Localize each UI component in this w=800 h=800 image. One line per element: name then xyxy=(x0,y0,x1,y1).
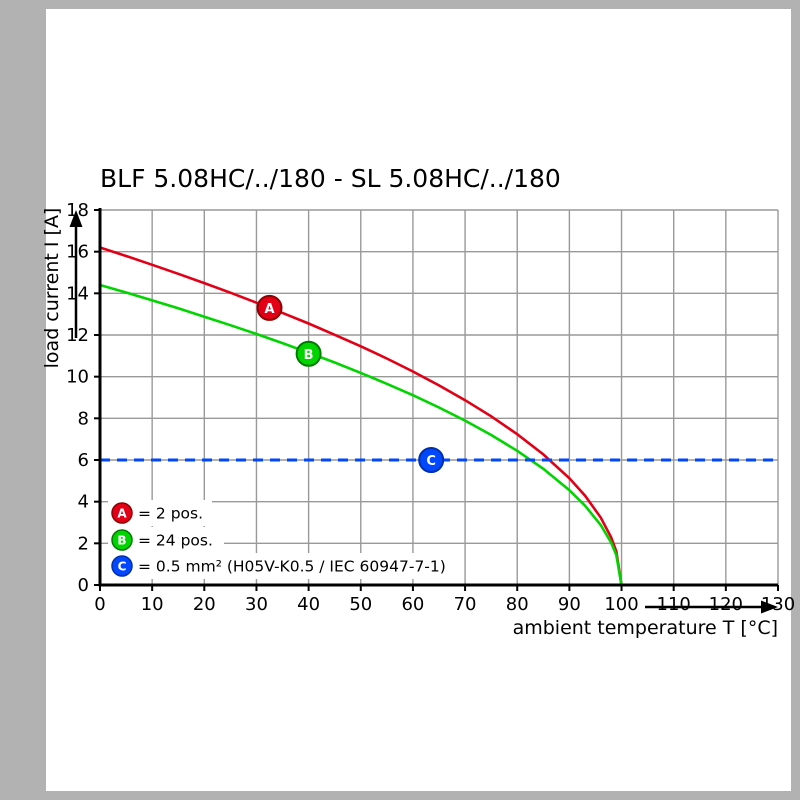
x-tick-label: 10 xyxy=(141,594,164,615)
marker-B xyxy=(295,340,322,367)
y-tick-label: 18 xyxy=(66,200,89,221)
x-tick-label: 0 xyxy=(94,594,105,615)
x-tick-label: 20 xyxy=(193,594,216,615)
y-tick-label: 16 xyxy=(66,242,89,263)
x-tick-label: 50 xyxy=(349,594,372,615)
y-tick-label: 6 xyxy=(78,450,89,471)
y-axis-arrow-icon xyxy=(69,210,83,227)
legend-marker-A-icon xyxy=(111,502,133,524)
chart-panel xyxy=(46,9,791,791)
x-axis-arrow-icon xyxy=(761,600,778,614)
marker-B-letter: B xyxy=(304,348,314,363)
x-tick-label: 30 xyxy=(245,594,268,615)
legend-label-A: = 2 pos. xyxy=(138,505,203,523)
y-tick-label: 4 xyxy=(78,492,89,513)
x-tick-label: 100 xyxy=(604,594,638,615)
series-B-line xyxy=(99,283,623,586)
x-tick-label: 60 xyxy=(401,594,424,615)
y-tick-label: 8 xyxy=(78,408,89,429)
legend-row-background xyxy=(108,553,456,579)
marker-C-letter: C xyxy=(426,454,436,469)
x-tick-label: 40 xyxy=(297,594,320,615)
y-tick-label: 12 xyxy=(66,325,89,346)
series-A-line xyxy=(99,246,623,586)
marker-C xyxy=(418,447,445,473)
legend-letter-C: C xyxy=(118,560,127,574)
legend-letter-A: A xyxy=(117,507,127,521)
x-axis-title: ambient temperature T [°C] xyxy=(513,617,778,639)
y-axis-title: load current I [A] xyxy=(41,208,63,369)
legend-letter-B: B xyxy=(117,534,126,548)
chart-title: BLF 5.08HC/../180 - SL 5.08HC/../180 xyxy=(100,164,561,193)
y-tick-label: 0 xyxy=(78,575,89,596)
marker-A-letter: A xyxy=(264,302,274,317)
y-tick-label: 10 xyxy=(66,367,89,388)
y-tick-label: 2 xyxy=(78,533,89,554)
legend-label-C: = 0.5 mm² (H05V-K0.5 / IEC 60947-7-1) xyxy=(138,558,446,576)
x-tick-label: 90 xyxy=(558,594,581,615)
legend-marker-B-icon xyxy=(111,529,133,551)
x-tick-label: 80 xyxy=(506,594,529,615)
y-tick-label: 14 xyxy=(66,283,89,304)
chart-generated-layer: 0 10 20 30 40 50 60 70 80 90 100 110 120 130024681012… xyxy=(66,200,795,615)
legend-label-B: = 24 pos. xyxy=(138,532,213,550)
x-tick-label: 70 xyxy=(454,594,477,615)
x-tick-label: 110 xyxy=(657,594,691,615)
marker-A xyxy=(256,294,283,321)
x-tick-label: 120 xyxy=(709,594,743,615)
legend-marker-C-icon xyxy=(111,555,133,577)
